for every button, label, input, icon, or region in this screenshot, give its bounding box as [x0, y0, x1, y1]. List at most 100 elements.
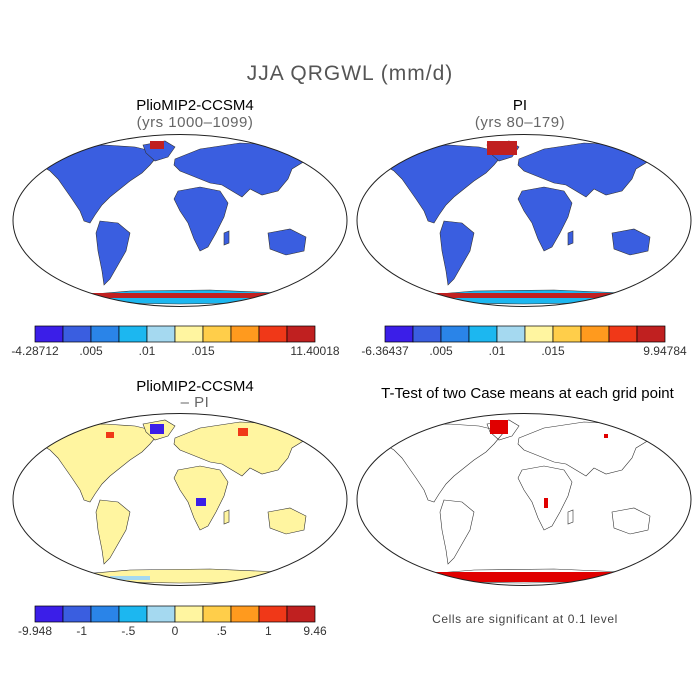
colorbar-box [202, 325, 232, 343]
panel3-colorbar: -9.948 -1 -.5 0 .5 1 9.46 [18, 605, 327, 638]
madagascar-landmass [567, 509, 574, 525]
colorbar-tick-label: .005 [429, 344, 453, 358]
colorbar-box [258, 325, 288, 343]
map-border [356, 413, 692, 586]
colorbar-box [258, 605, 288, 623]
africa-significant [544, 498, 548, 508]
colorbar-tick-label: -6.36437 [361, 344, 409, 358]
antarctic-significant [429, 572, 634, 582]
africa-negative [196, 498, 206, 506]
panel2-subtitle: (yrs 80–179) [474, 114, 566, 131]
australia-landmass [267, 228, 307, 256]
panel3-title: PlioMIP2-CCSM4 [136, 378, 254, 395]
colorbar-box [552, 325, 582, 343]
colorbar-box [524, 325, 554, 343]
colorbar-tick-label: 11.40018 [290, 344, 339, 358]
colorbar-box [174, 325, 204, 343]
antarctic-edge-highlight [424, 293, 634, 298]
colorbar-box [202, 605, 232, 623]
colorbar-box [146, 325, 176, 343]
colorbar-box [34, 325, 64, 343]
panel2-title: PI [512, 97, 528, 114]
colorbar-box [118, 325, 148, 343]
colorbar-tick-label: 9.94784 [643, 344, 687, 358]
significance-note: Cells are significant at 0.1 level [432, 612, 618, 626]
antarctic-edge-highlight [80, 293, 290, 298]
colorbar-tick-label: .005 [79, 344, 103, 358]
panel4-title: T-Test of two Case means at each grid po… [381, 385, 674, 402]
colorbar-box [62, 605, 92, 623]
east-siberia-highlight [644, 147, 656, 157]
colorbar-tick-label: 1 [265, 624, 272, 638]
madagascar-landmass [223, 230, 230, 246]
colorbar-tick-label: .01 [139, 344, 156, 358]
colorbar-tick-label: -1 [76, 624, 87, 638]
colorbar-box [230, 325, 260, 343]
asia-significant [604, 434, 608, 438]
colorbar-box [34, 605, 64, 623]
south-america-landmass [439, 220, 475, 286]
colorbar-tick-label: 9.46 [303, 624, 327, 638]
colorbar-box [90, 325, 120, 343]
figure-title: JJA QRGWL (mm/d) [246, 62, 454, 85]
panel3-subtitle: – PI [180, 394, 210, 411]
map-border [12, 413, 348, 586]
madagascar-landmass [223, 509, 230, 525]
greenland-significant [490, 420, 508, 434]
colorbar-box [286, 605, 316, 623]
north-america-landmass [39, 423, 161, 503]
australia-landmass [611, 507, 651, 535]
colorbar-box [286, 325, 316, 343]
colorbar-box [468, 325, 498, 343]
map-border [12, 134, 348, 307]
north-america-landmass [383, 144, 505, 224]
greenland-negative [150, 424, 164, 434]
africa-landmass [517, 186, 573, 252]
panel2-colorbar: -6.36437 .005 .01 .015 9.94784 [361, 325, 687, 358]
panel4-map [356, 413, 692, 586]
colorbar-tick-label: .015 [191, 344, 215, 358]
panel1-map [12, 134, 348, 307]
south-america-landmass [439, 499, 475, 565]
africa-landmass [517, 465, 573, 531]
panel1-subtitle: (yrs 1000–1099) [136, 114, 254, 131]
australia-landmass [611, 228, 651, 256]
siberia-positive [238, 428, 248, 436]
colorbar-box [384, 325, 414, 343]
south-america-landmass [95, 220, 131, 286]
map-border [356, 134, 692, 307]
colorbar-tick-label: .5 [217, 624, 227, 638]
colorbar-tick-label: -4.28712 [11, 344, 59, 358]
greenland-highlight [150, 141, 164, 149]
colorbar-tick-label: .015 [541, 344, 565, 358]
madagascar-landmass [567, 230, 574, 246]
colorbar-box [90, 605, 120, 623]
colorbar-box [62, 325, 92, 343]
australia-landmass [267, 507, 307, 535]
colorbar-box [580, 325, 610, 343]
antarctic-change [110, 576, 150, 580]
north-america-landmass [39, 144, 161, 224]
panel3-map [12, 413, 348, 586]
canada-positive [106, 432, 114, 438]
colorbar-box [118, 605, 148, 623]
europe-asia-landmass [517, 421, 655, 477]
colorbar-tick-label: 0 [172, 624, 179, 638]
colorbar-box [608, 325, 638, 343]
colorbar-box [636, 325, 666, 343]
panel1-colorbar: -4.28712 .005 .01 .015 11.40018 [11, 325, 340, 358]
colorbar-box [496, 325, 526, 343]
colorbar-box [412, 325, 442, 343]
south-america-landmass [95, 499, 131, 565]
colorbar-tick-label: -9.948 [18, 624, 52, 638]
north-america-landmass [383, 423, 505, 503]
colorbar-box [440, 325, 470, 343]
panel1-title: PlioMIP2-CCSM4 [136, 97, 254, 114]
colorbar-box [146, 605, 176, 623]
africa-landmass [173, 186, 229, 252]
colorbar-tick-label: .01 [489, 344, 506, 358]
panel2-map [356, 134, 692, 307]
colorbar-box [174, 605, 204, 623]
colorbar-tick-label: -.5 [121, 624, 135, 638]
colorbar-box [230, 605, 260, 623]
